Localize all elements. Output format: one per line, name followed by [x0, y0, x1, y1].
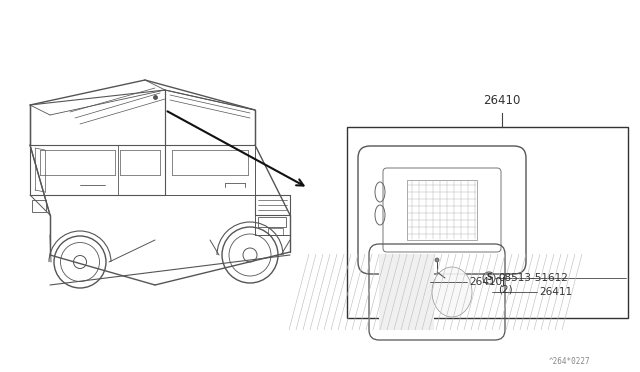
Text: 26411: 26411 [539, 287, 572, 297]
Text: 26410J: 26410J [469, 277, 505, 287]
Text: S: S [486, 273, 492, 282]
Ellipse shape [432, 267, 472, 317]
Text: 26410: 26410 [483, 94, 520, 107]
Circle shape [435, 258, 439, 262]
Text: ^264*0227: ^264*0227 [549, 357, 591, 366]
Text: (2): (2) [498, 285, 513, 295]
Text: 08513-51612: 08513-51612 [498, 273, 568, 283]
FancyBboxPatch shape [379, 254, 434, 330]
